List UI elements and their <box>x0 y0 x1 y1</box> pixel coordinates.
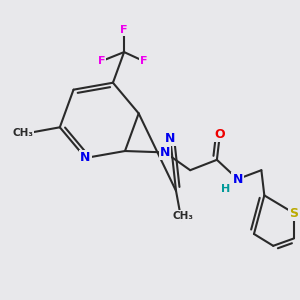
Text: F: F <box>140 56 147 66</box>
Text: F: F <box>98 56 106 66</box>
Text: S: S <box>290 207 298 220</box>
Text: N: N <box>160 146 170 159</box>
Text: N: N <box>80 152 91 164</box>
Text: CH₃: CH₃ <box>12 128 33 138</box>
Text: N: N <box>232 172 243 186</box>
Text: N: N <box>165 131 175 145</box>
Text: O: O <box>214 128 225 141</box>
Text: F: F <box>120 25 128 35</box>
Text: H: H <box>220 184 230 194</box>
Text: CH₃: CH₃ <box>172 211 194 220</box>
